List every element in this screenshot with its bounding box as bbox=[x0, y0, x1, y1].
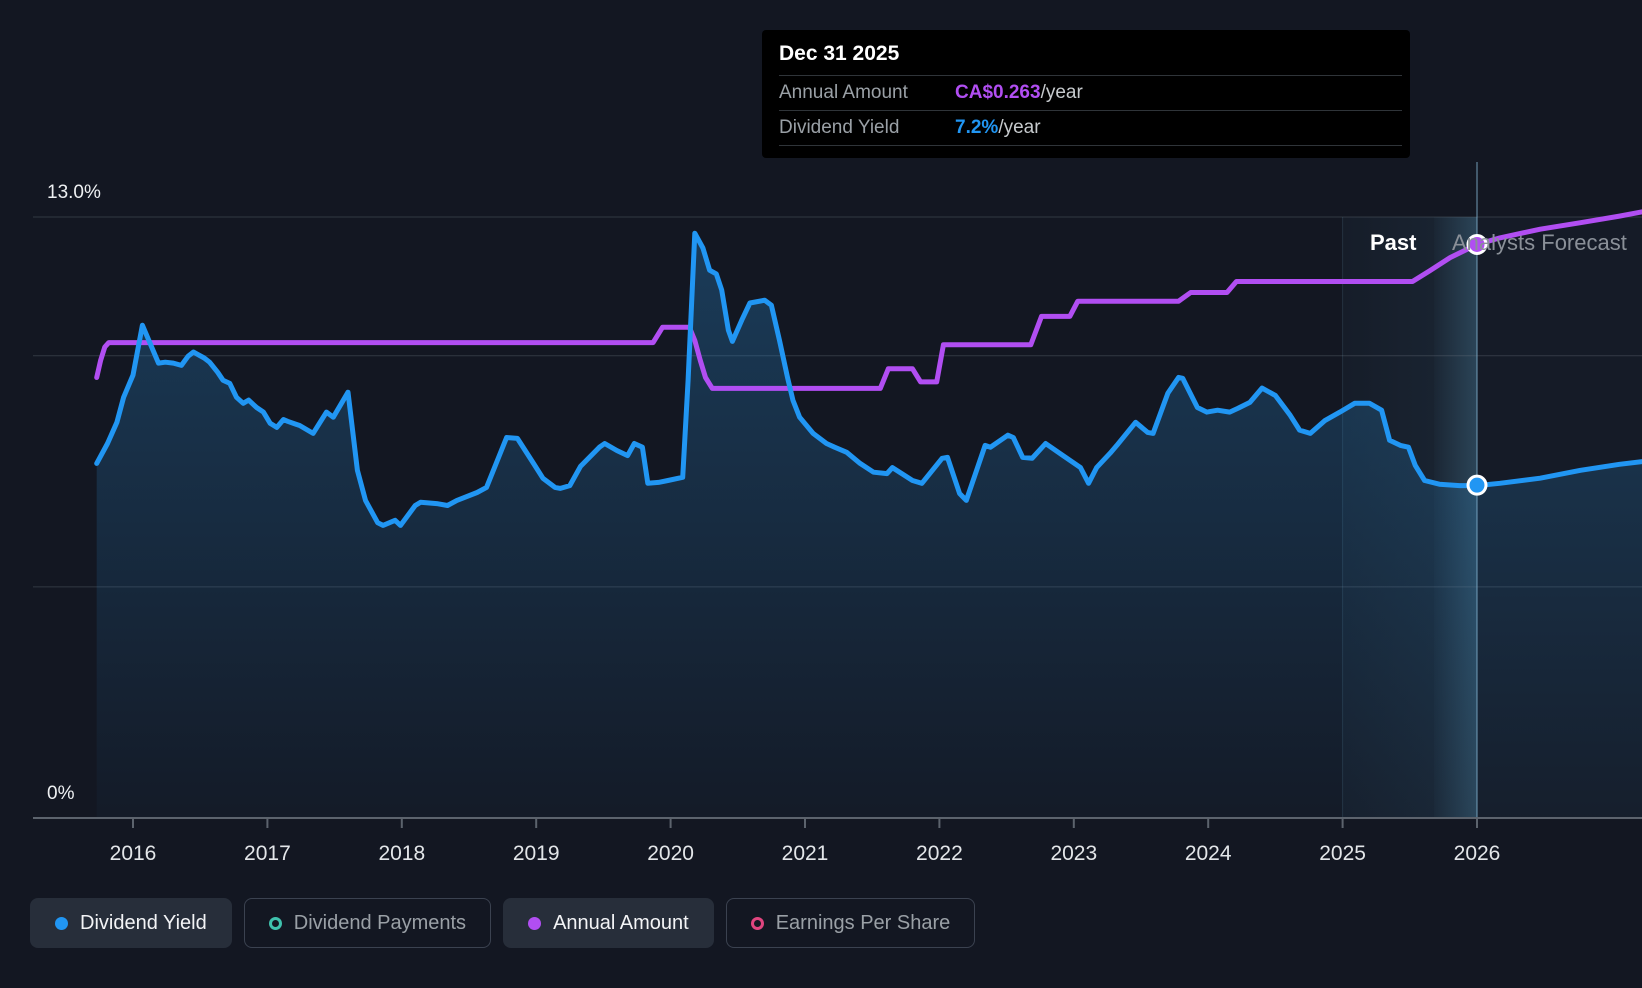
legend-label: Earnings Per Share bbox=[775, 911, 951, 934]
tooltip-date: Dec 31 2025 bbox=[779, 30, 1402, 76]
legend-item-annual-amount[interactable]: Annual Amount bbox=[503, 898, 714, 948]
x-tick-label: 2016 bbox=[110, 842, 157, 865]
y-axis-min-label: 0% bbox=[47, 783, 75, 804]
x-tick-label: 2018 bbox=[378, 842, 425, 865]
yield-area bbox=[96, 233, 1642, 818]
tooltip-value: 7.2% bbox=[955, 117, 999, 138]
y-axis-max-label: 13.0% bbox=[47, 182, 101, 203]
chart-legend: Dividend Yield Dividend Payments Annual … bbox=[30, 898, 976, 948]
amount-marker-dot[interactable] bbox=[1466, 233, 1488, 255]
tooltip-value: CA$0.263 bbox=[955, 82, 1041, 103]
x-tick-label: 2020 bbox=[647, 842, 694, 865]
legend-label: Dividend Yield bbox=[80, 911, 207, 934]
legend-item-earnings-per-share[interactable]: Earnings Per Share bbox=[725, 898, 976, 948]
past-region-label: Past bbox=[1370, 230, 1417, 255]
tooltip-suffix: /year bbox=[1040, 82, 1083, 103]
legend-label: Annual Amount bbox=[553, 911, 689, 934]
tooltip-label: Annual Amount bbox=[779, 82, 908, 103]
legend-item-dividend-yield[interactable]: Dividend Yield bbox=[30, 898, 232, 948]
yield-marker-dot[interactable] bbox=[1466, 474, 1488, 496]
legend-item-dividend-payments[interactable]: Dividend Payments bbox=[243, 898, 492, 948]
earnings-per-share-swatch-icon bbox=[750, 916, 764, 930]
tooltip-label: Dividend Yield bbox=[779, 117, 900, 138]
chart-tooltip: Dec 31 2025 Annual Amount CA$0.263/year … bbox=[762, 30, 1410, 158]
dividend-yield-swatch-icon bbox=[55, 916, 68, 930]
x-tick-label: 2017 bbox=[244, 842, 291, 865]
tooltip-row-annual-amount: Annual Amount CA$0.263/year bbox=[779, 76, 1402, 111]
legend-label: Dividend Payments bbox=[293, 911, 467, 934]
forecast-region-label: Analysts Forecast bbox=[1452, 230, 1627, 255]
x-tick-label: 2022 bbox=[916, 842, 963, 865]
x-tick-label: 2026 bbox=[1454, 842, 1501, 865]
dividend-payments-swatch-icon bbox=[268, 916, 282, 930]
x-tick-label: 2021 bbox=[782, 842, 829, 865]
x-tick-label: 2025 bbox=[1319, 842, 1366, 865]
tooltip-row-dividend-yield: Dividend Yield 7.2%/year bbox=[779, 111, 1402, 146]
annual-amount-swatch-icon bbox=[528, 916, 542, 930]
amount-line bbox=[94, 209, 1642, 391]
tooltip-suffix: /year bbox=[998, 117, 1041, 138]
x-tick-label: 2024 bbox=[1185, 842, 1232, 865]
x-tick-label: 2019 bbox=[513, 842, 560, 865]
yield-line bbox=[94, 230, 1642, 528]
x-tick-label: 2023 bbox=[1050, 842, 1097, 865]
